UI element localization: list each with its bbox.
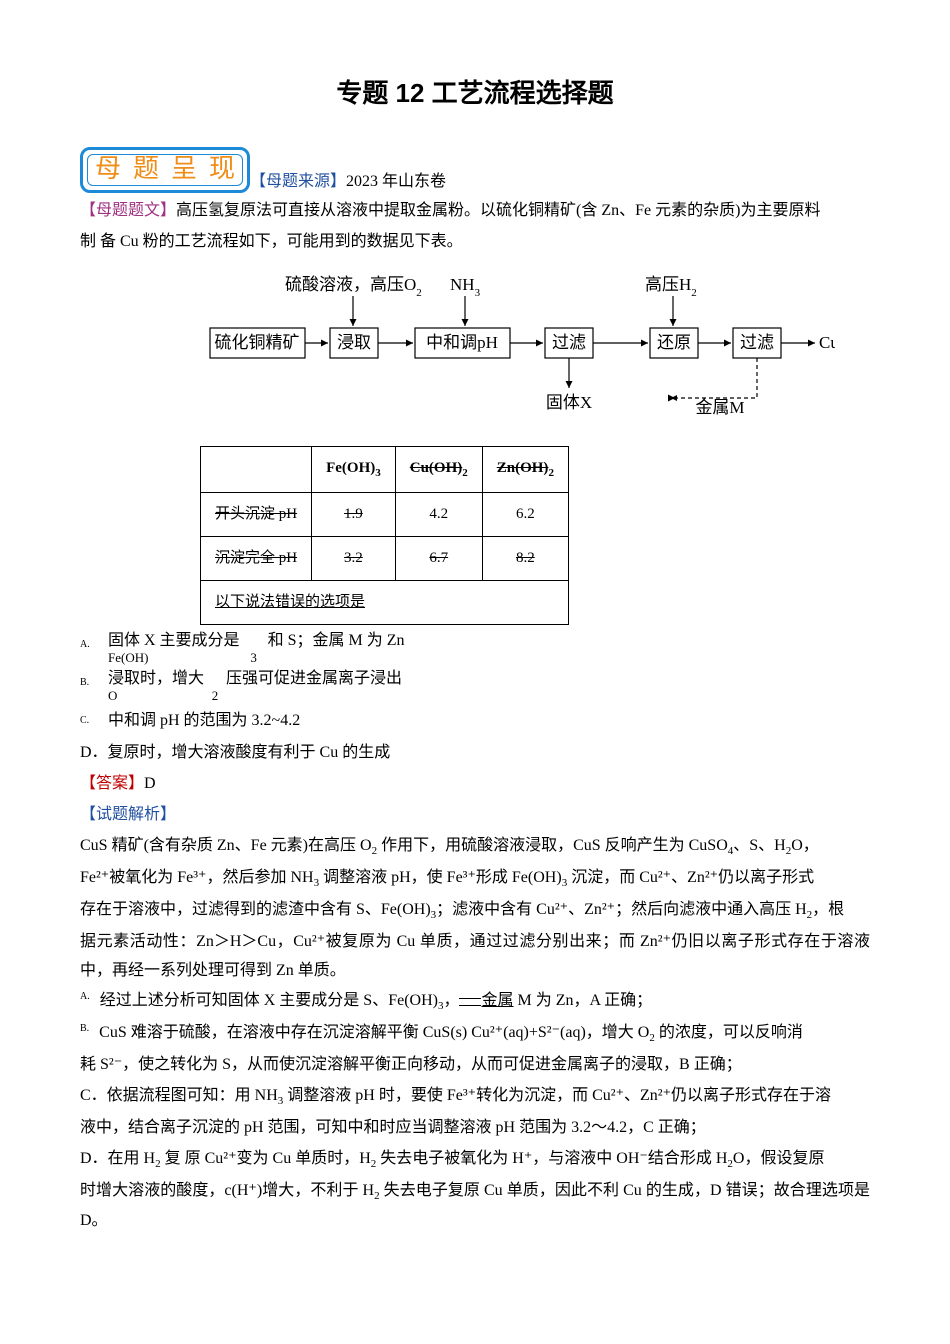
ph-table: Fe(OH)3 Cu(OH)2 Zn(OH)2 开头沉淀 pH 1.9 4.2 … xyxy=(200,446,569,625)
analysis-opt-c2: 液中，结合离子沉淀的 pH 范围，可知中和时应当调整溶液 pH 范围为 3.2～… xyxy=(80,1114,870,1143)
page-title: 专题 12 工艺流程选择题 xyxy=(80,70,870,117)
question-text-1: 高压氢复原法可直接从溶液中提取金属粉。以硫化铜精矿(含 Zn、Fe 元素的杂质)… xyxy=(176,202,820,219)
analysis-opt-c: C．依据流程图可知：用 NH3 调整溶液 pH 时，要使 Fe³⁺转化为沉淀，而… xyxy=(80,1082,870,1112)
table-header: Fe(OH)3 xyxy=(312,447,396,493)
analysis-opt-d2: 时增大溶液的酸度，c(H⁺)增大，不利于 H2 失去电子复原 Cu 单质，因此不… xyxy=(80,1177,870,1236)
badge-char: 呈 xyxy=(166,152,202,188)
svg-text:金属M: 金属M xyxy=(695,398,744,417)
analysis-p1: CuS 精矿(含有杂质 Zn、Fe 元素)在高压 O2 作用下，用硫酸溶液浸取，… xyxy=(80,832,870,862)
option-d: D．复原时，增大溶液酸度有利于 Cu 的生成 xyxy=(80,739,870,768)
badge-char: 母 xyxy=(90,152,126,188)
badge-char: 题 xyxy=(128,152,164,188)
answer-label: 【答案】 xyxy=(80,775,144,792)
question-label: 【母题题文】 xyxy=(80,202,176,219)
source-text: 2023 年山东卷 xyxy=(346,173,446,190)
source-row: 母题呈现 【母题来源】2023 年山东卷 xyxy=(80,147,870,197)
svg-text:硫化铜精矿: 硫化铜精矿 xyxy=(215,333,300,352)
question-line-1: 【母题题文】高压氢复原法可直接从溶液中提取金属粉。以硫化铜精矿(含 Zn、Fe … xyxy=(80,197,870,226)
analysis-opt-b: B.CuS 难溶于硫酸，在溶液中存在沉淀溶解平衡 CuS(s) Cu²⁺(aq)… xyxy=(80,1019,870,1049)
table-header-blank xyxy=(201,447,312,493)
badge-char: 现 xyxy=(204,152,240,188)
table-header: Zn(OH)2 xyxy=(482,447,568,493)
badge-box: 母题呈现 xyxy=(80,147,250,193)
flowchart: 硫酸溶液，高压O2 NH3 高压H2 硫化铜精矿 浸取 中和调pH 过滤 还原 … xyxy=(115,268,835,438)
svg-text:还原: 还原 xyxy=(657,333,691,352)
question-line-2: 制 备 Cu 粉的工艺流程如下，可能用到的数据见下表。 xyxy=(80,228,870,257)
analysis-p2: Fe²⁺被氧化为 Fe³⁺，然后参加 NH3 调整溶液 pH，使 Fe³⁺形成 … xyxy=(80,864,870,894)
analysis-opt-b2: 耗 S²⁻，使之转化为 S，从而使沉淀溶解平衡正向移动，从而可促进金属离子的浸取… xyxy=(80,1051,870,1080)
svg-text:中和调pH: 中和调pH xyxy=(426,333,498,352)
table-row: 沉淀完全 pH 3.2 6.7 8.2 xyxy=(201,537,569,581)
svg-text:过滤: 过滤 xyxy=(552,333,586,352)
source-label: 【母题来源】 xyxy=(250,173,346,190)
analysis-opt-a: A.经过上述分析可知固体 X 主要成分是 S、Fe(OH)3，金属 M 为 Zn… xyxy=(80,987,870,1017)
option-c: C. 中和调 pH 的范围为 3.2~4.2 xyxy=(80,707,870,736)
analysis-opt-d: D．在用 H2 复 原 Cu²⁺变为 Cu 单质时，H2 失去电子被氧化为 H⁺… xyxy=(80,1145,870,1175)
analysis-p3: 存在于溶液中，过滤得到的滤渣中含有 S、Fe(OH)3；滤液中含有 Cu²⁺、Z… xyxy=(80,896,870,926)
table-row: 开头沉淀 pH 1.9 4.2 6.2 xyxy=(201,493,569,537)
answer-value: D xyxy=(144,775,156,792)
svg-text:Cu: Cu xyxy=(819,333,835,352)
svg-text:过滤: 过滤 xyxy=(740,333,774,352)
option-a: A. 固体 X 主要成分是Fe(OH) 3 和 S；金属 M 为 Zn xyxy=(80,631,870,666)
analysis-p4: 据元素活动性：Zn＞H＞Cu，Cu²⁺被复原为 Cu 单质，通过过滤分别出来；而… xyxy=(80,928,870,986)
analysis-label: 【试题解析】 xyxy=(80,801,870,830)
table-header: Cu(OH)2 xyxy=(395,447,482,493)
table-row: 以下说法错误的选项是 xyxy=(201,581,569,625)
svg-text:浸取: 浸取 xyxy=(337,333,371,352)
svg-text:硫酸溶液，高压O2: 硫酸溶液，高压O2 xyxy=(285,275,422,299)
svg-text:固体X: 固体X xyxy=(546,393,592,412)
svg-text:NH3: NH3 xyxy=(450,275,481,299)
answer-row: 【答案】D xyxy=(80,770,870,799)
option-b: B. 浸取时，增大O 2 压强可促进金属离子浸出 xyxy=(80,669,870,704)
svg-text:高压H2: 高压H2 xyxy=(645,275,697,299)
